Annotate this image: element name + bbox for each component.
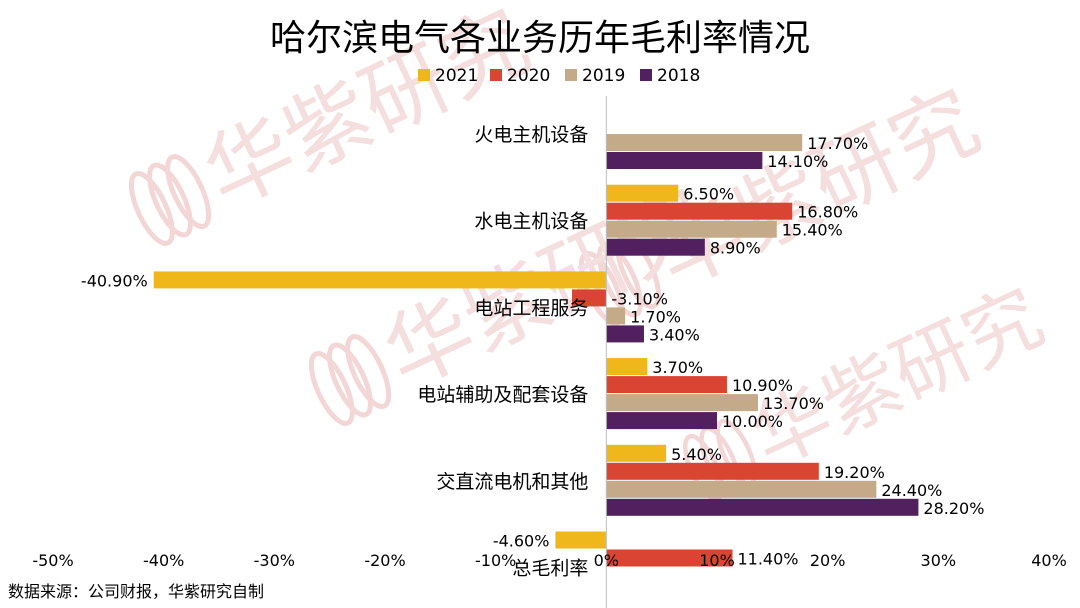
category-label: 交直流电机和其他: [436, 471, 588, 493]
data-label: 6.50%: [683, 185, 734, 204]
x-tick-label: 40%: [1031, 551, 1067, 570]
bar: [606, 152, 763, 169]
x-tick-label: 0%: [594, 551, 619, 570]
data-label: 3.40%: [649, 325, 700, 344]
x-tick-label: -10%: [475, 551, 516, 570]
x-tick-label: 20%: [810, 551, 846, 570]
data-label: 10.00%: [722, 412, 783, 431]
data-label: -3.10%: [611, 289, 668, 308]
data-label: 24.40%: [881, 481, 942, 500]
data-label: 13.70%: [763, 394, 824, 413]
data-label: -4.60%: [493, 532, 550, 551]
bar: [606, 202, 793, 220]
legend-swatch: [640, 69, 652, 81]
x-tick-label: -30%: [254, 551, 295, 570]
data-label: 1.70%: [630, 307, 681, 326]
legend-label: 2019: [582, 66, 625, 86]
data-label: 17.70%: [807, 134, 868, 153]
data-label: 5.40%: [671, 445, 722, 464]
legend-label: 2018: [657, 66, 700, 86]
bar: [606, 325, 644, 343]
bar: [606, 498, 919, 516]
category-label: 总毛利率: [512, 558, 588, 580]
data-label: 3.70%: [652, 358, 703, 377]
bar: [606, 462, 819, 480]
bar: [572, 289, 607, 307]
data-label: 19.20%: [824, 463, 885, 482]
bar: [606, 444, 667, 462]
category-label: 水电主机设备: [474, 211, 588, 233]
bar: [606, 480, 877, 498]
bar: [606, 184, 679, 202]
category-label: 电站工程服务: [474, 297, 588, 319]
bar: [606, 134, 803, 151]
source-note: 数据来源：公司财报，华紫研究自制: [8, 582, 264, 601]
chart-title: 哈尔滨电气各业务历年毛利率情况: [270, 18, 810, 59]
bar: [606, 394, 758, 412]
legend: 2021 2020 2019 2018: [418, 66, 700, 86]
bar: [606, 307, 626, 325]
data-label: 8.90%: [710, 239, 761, 258]
data-label: 10.90%: [732, 376, 793, 395]
x-tick-label: 10%: [699, 551, 735, 570]
bar: [606, 238, 705, 256]
x-axis-tick-labels: -50% -40% -30% -20% -10% 0% 10% 20% 30% 40%: [32, 551, 1066, 570]
bar: [606, 220, 777, 238]
bar: [555, 531, 607, 549]
data-label: 11.40%: [737, 550, 798, 569]
legend-swatch: [490, 69, 502, 81]
bar: [606, 358, 648, 376]
legend-swatch: [565, 69, 577, 81]
x-tick-label: -20%: [364, 551, 405, 570]
data-label: -40.90%: [81, 271, 148, 290]
legend-swatch: [418, 69, 430, 81]
data-labels: 17.70%14.10% 6.50% 16.80%15.40% 8.90% -40.90…: [81, 134, 985, 569]
x-tick-label: -40%: [143, 551, 184, 570]
bar: [606, 376, 727, 394]
bar: [606, 412, 717, 430]
bar: [606, 549, 733, 567]
x-tick-label: 30%: [921, 551, 957, 570]
legend-label: 2020: [507, 66, 550, 86]
legend-label: 2021: [435, 66, 478, 86]
bars: [153, 134, 919, 567]
category-label: 火电主机设备: [474, 124, 588, 146]
data-label: 14.10%: [767, 152, 828, 171]
data-label: 28.20%: [923, 499, 984, 518]
x-tick-label: -50%: [32, 551, 73, 570]
data-label: 15.40%: [782, 221, 843, 240]
category-label: 电站辅助及配套设备: [417, 384, 588, 406]
bar: [153, 271, 607, 289]
data-label: 16.80%: [797, 203, 858, 222]
